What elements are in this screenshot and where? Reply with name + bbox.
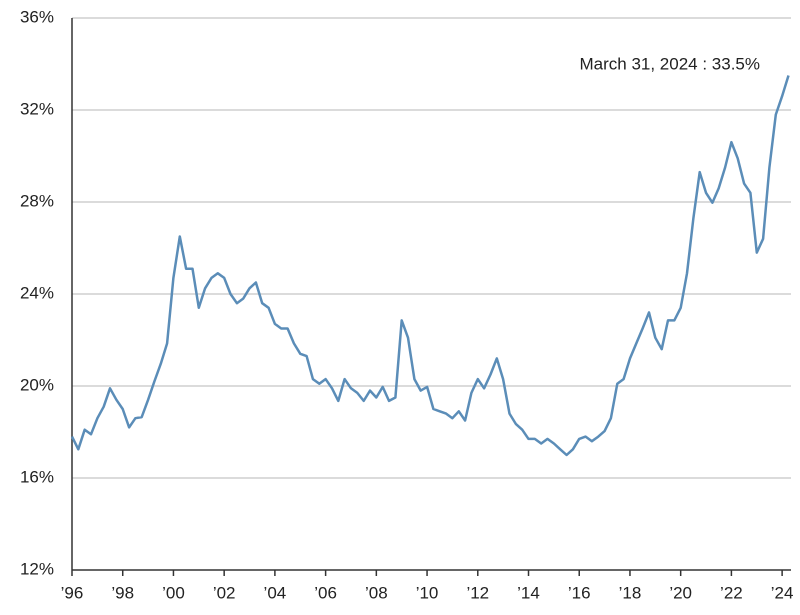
x-tick-label: ’04 xyxy=(264,583,287,602)
y-tick-label: 28% xyxy=(20,191,54,210)
y-tick-label: 16% xyxy=(20,467,54,486)
annotation: March 31, 2024 : 33.5% xyxy=(579,54,760,73)
y-tick-label: 20% xyxy=(20,375,54,394)
x-tick-label: ’14 xyxy=(517,583,540,602)
y-tick-label: 12% xyxy=(20,559,54,578)
x-tick-label: ’18 xyxy=(619,583,642,602)
y-tick-label: 36% xyxy=(20,7,54,26)
y-tick-label: 32% xyxy=(20,99,54,118)
x-tick-label: ’08 xyxy=(365,583,388,602)
x-tick-label: ’22 xyxy=(720,583,743,602)
y-tick-label: 24% xyxy=(20,283,54,302)
x-tick-label: ’00 xyxy=(162,583,185,602)
x-tick-label: ’16 xyxy=(568,583,591,602)
data-line xyxy=(70,75,790,457)
x-tick-label: ’20 xyxy=(669,583,692,602)
x-tick-label: ’12 xyxy=(466,583,489,602)
x-tick-label: ’96 xyxy=(61,583,84,602)
x-tick-label: ’06 xyxy=(314,583,337,602)
x-tick-label: ’10 xyxy=(416,583,439,602)
x-tick-label: ’98 xyxy=(111,583,134,602)
x-tick-label: ’02 xyxy=(213,583,236,602)
x-tick-label: ’24 xyxy=(771,583,794,602)
